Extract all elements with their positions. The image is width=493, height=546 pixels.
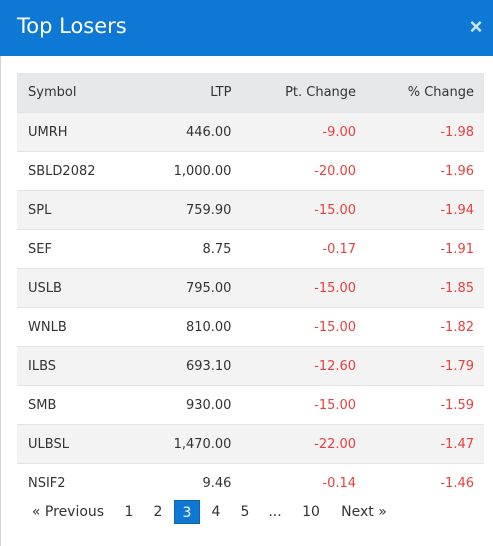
page-link-1[interactable]: 1 — [124, 504, 134, 520]
table-row[interactable]: SMB 930.00 -15.00 -1.59 — [17, 385, 484, 425]
header-pct-change[interactable]: % Change — [356, 73, 484, 113]
table-header-row: Symbol LTP Pt. Change % Change — [17, 73, 484, 113]
cell-ltp: 8.75 — [126, 229, 232, 269]
cell-pct-change: -1.46 — [356, 463, 484, 502]
cell-symbol[interactable]: SPL — [17, 190, 127, 230]
modal-header: Top Losers × — [0, 0, 493, 56]
cell-symbol[interactable]: USLB — [17, 268, 127, 308]
cell-ltp: 759.90 — [126, 190, 232, 230]
pagination: « Previous 1 2 3 4 5 ... 10 Next » — [17, 500, 484, 526]
table-row[interactable]: SBLD2082 1,000.00 -20.00 -1.96 — [17, 151, 484, 191]
cell-pt-change: -15.00 — [231, 268, 357, 308]
modal-title: Top Losers — [17, 14, 127, 38]
cell-ltp: 810.00 — [126, 307, 232, 347]
cell-pct-change: -1.98 — [356, 112, 484, 152]
cell-ltp: 693.10 — [126, 346, 232, 386]
page-link-10[interactable]: 10 — [302, 504, 320, 520]
cell-pt-change: -15.00 — [231, 190, 357, 230]
table-row[interactable]: UMRH 446.00 -9.00 -1.98 — [17, 112, 484, 152]
cell-pct-change: -1.85 — [356, 268, 484, 308]
table-row[interactable]: WNLB 810.00 -15.00 -1.82 — [17, 307, 484, 347]
left-edge-border — [0, 0, 1, 546]
cell-ltp: 1,000.00 — [126, 151, 232, 191]
table-row[interactable]: NSIF2 9.46 -0.14 -1.46 — [17, 463, 484, 502]
page-link-4[interactable]: 4 — [211, 504, 221, 520]
cell-symbol[interactable]: UMRH — [17, 112, 127, 152]
page-link-3-current[interactable]: 3 — [174, 500, 200, 524]
cell-symbol[interactable]: NSIF2 — [17, 463, 127, 502]
cell-pct-change: -1.47 — [356, 424, 484, 464]
cell-symbol[interactable]: SMB — [17, 385, 127, 425]
header-ltp[interactable]: LTP — [126, 73, 232, 113]
cell-symbol[interactable]: SEF — [17, 229, 127, 269]
page-ellipsis: ... — [268, 504, 282, 520]
top-losers-table: Symbol LTP Pt. Change % Change UMRH 446.0… — [17, 73, 484, 502]
cell-pt-change: -0.17 — [231, 229, 357, 269]
cell-pt-change: -12.60 — [231, 346, 357, 386]
cell-pt-change: -15.00 — [231, 307, 357, 347]
table-row[interactable]: USLB 795.00 -15.00 -1.85 — [17, 268, 484, 308]
table-row[interactable]: ULBSL 1,470.00 -22.00 -1.47 — [17, 424, 484, 464]
cell-ltp: 9.46 — [126, 463, 232, 502]
cell-symbol[interactable]: SBLD2082 — [17, 151, 127, 191]
cell-pct-change: -1.96 — [356, 151, 484, 191]
table-row[interactable]: ILBS 693.10 -12.60 -1.79 — [17, 346, 484, 386]
previous-page-link[interactable]: « Previous — [31, 504, 105, 520]
page-link-2[interactable]: 2 — [153, 504, 163, 520]
cell-symbol[interactable]: WNLB — [17, 307, 127, 347]
table-row[interactable]: SEF 8.75 -0.17 -1.91 — [17, 229, 484, 269]
cell-ltp: 1,470.00 — [126, 424, 232, 464]
header-symbol[interactable]: Symbol — [17, 73, 127, 113]
cell-pt-change: -15.00 — [231, 385, 357, 425]
table-row[interactable]: SPL 759.90 -15.00 -1.94 — [17, 190, 484, 230]
cell-ltp: 795.00 — [126, 268, 232, 308]
cell-ltp: 930.00 — [126, 385, 232, 425]
cell-pct-change: -1.79 — [356, 346, 484, 386]
cell-pt-change: -22.00 — [231, 424, 357, 464]
cell-pt-change: -0.14 — [231, 463, 357, 502]
cell-pct-change: -1.82 — [356, 307, 484, 347]
cell-pct-change: -1.59 — [356, 385, 484, 425]
page-link-5[interactable]: 5 — [240, 504, 250, 520]
close-icon[interactable]: × — [469, 14, 483, 39]
header-pt-change[interactable]: Pt. Change — [231, 73, 357, 113]
cell-symbol[interactable]: ILBS — [17, 346, 127, 386]
cell-pt-change: -20.00 — [231, 151, 357, 191]
cell-pt-change: -9.00 — [231, 112, 357, 152]
cell-pct-change: -1.94 — [356, 190, 484, 230]
next-page-link[interactable]: Next » — [341, 504, 387, 520]
cell-symbol[interactable]: ULBSL — [17, 424, 127, 464]
cell-ltp: 446.00 — [126, 112, 232, 152]
cell-pct-change: -1.91 — [356, 229, 484, 269]
